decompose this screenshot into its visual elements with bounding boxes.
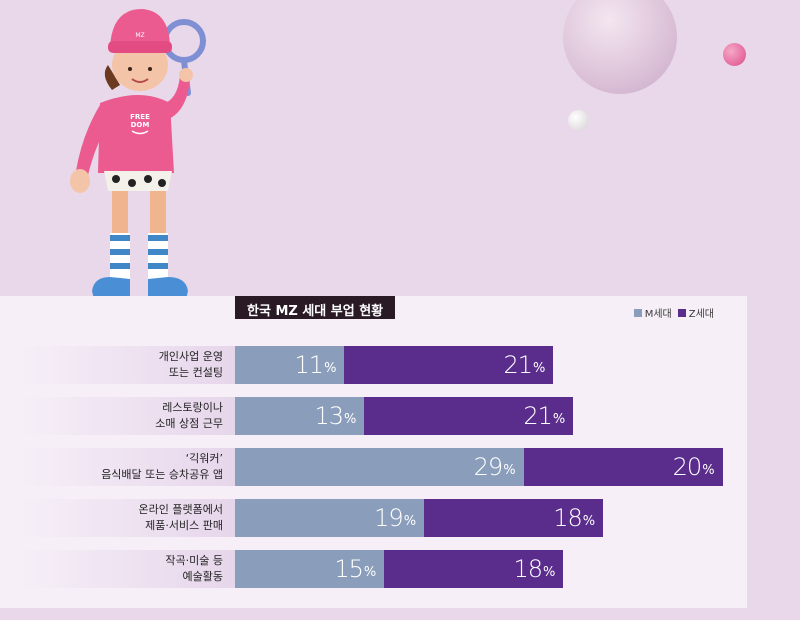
legend-swatch-m <box>633 308 642 317</box>
shirt-label-1: FREE <box>130 113 150 121</box>
bar-z: 21% <box>344 346 554 384</box>
category-label-line: 온라인 플랫폼에서 <box>138 503 223 516</box>
legend-item-m: M세대 <box>633 305 672 320</box>
chart-legend: M세대 Z세대 <box>633 305 714 320</box>
bar-z: 18% <box>384 550 564 588</box>
bar-z: 20% <box>523 448 723 486</box>
data-label-value: 18 <box>553 504 583 532</box>
category-label-line: 예술활동 <box>182 570 223 583</box>
data-label-unit: % <box>324 360 337 376</box>
data-label-unit: % <box>343 411 357 427</box>
data-label-unit: % <box>582 513 596 529</box>
data-label-unit: % <box>542 564 556 580</box>
data-label-value: 13 <box>314 402 344 430</box>
row-label-box: ‘긱워커’ 음식배달 또는 승차공유 앱 <box>20 448 235 486</box>
category-label-line: 소매 상점 근무 <box>155 417 223 430</box>
data-label-value: 29 <box>473 453 504 481</box>
decorative-bubble-white <box>568 110 589 131</box>
data-label-value: 21 <box>523 402 553 430</box>
legend-swatch-z <box>677 308 686 317</box>
bar-m: 29% <box>235 448 524 486</box>
decorative-bubble-large <box>563 0 677 94</box>
data-label-unit: % <box>533 360 546 376</box>
bar-m: 15% <box>235 550 385 588</box>
legend-label-z: Z세대 <box>688 309 714 320</box>
chart-title: 한국 MZ 세대 부업 현황 <box>235 296 396 319</box>
character-illustration: MZ FREE DOM <box>70 9 206 299</box>
bar-z: 18% <box>424 499 604 537</box>
data-label-value: 21 <box>503 351 533 379</box>
category-label-line: ‘긱워커’ <box>185 452 223 465</box>
data-label-value: 11 <box>294 351 325 379</box>
data-label-unit: % <box>403 513 417 529</box>
category-label-line: 작곡·미술 등 <box>165 554 223 567</box>
category-label-line: 제품·서비스 판매 <box>145 519 223 532</box>
data-label-unit: % <box>552 411 566 427</box>
bar-m: 13% <box>235 397 365 435</box>
data-label-unit: % <box>702 462 715 478</box>
data-label-unit: % <box>503 462 516 478</box>
category-label-line: 음식배달 또는 승차공유 앱 <box>101 468 223 481</box>
shirt-label-2: DOM <box>131 121 150 129</box>
category-label-line: 레스토랑이나 <box>162 401 223 414</box>
category-label: ‘긱워커’ 음식배달 또는 승차공유 앱 <box>101 451 223 483</box>
category-label-line: 또는 컨설팅 <box>168 366 223 379</box>
hat-label: MZ <box>135 32 144 39</box>
bar-m: 19% <box>235 499 425 537</box>
category-label-line: 개인사업 운영 <box>158 350 223 363</box>
data-label-value: 15 <box>334 555 364 583</box>
data-label-value: 19 <box>374 504 404 532</box>
data-label-value: 18 <box>513 555 543 583</box>
bar-m: 11% <box>235 346 345 384</box>
legend-label-m: M세대 <box>644 309 672 320</box>
decorative-bubble-pink <box>723 43 746 66</box>
data-label-value: 20 <box>672 453 703 481</box>
legend-item-z: Z세대 <box>677 305 714 320</box>
data-label-unit: % <box>363 564 377 580</box>
bar-z: 21% <box>364 397 574 435</box>
